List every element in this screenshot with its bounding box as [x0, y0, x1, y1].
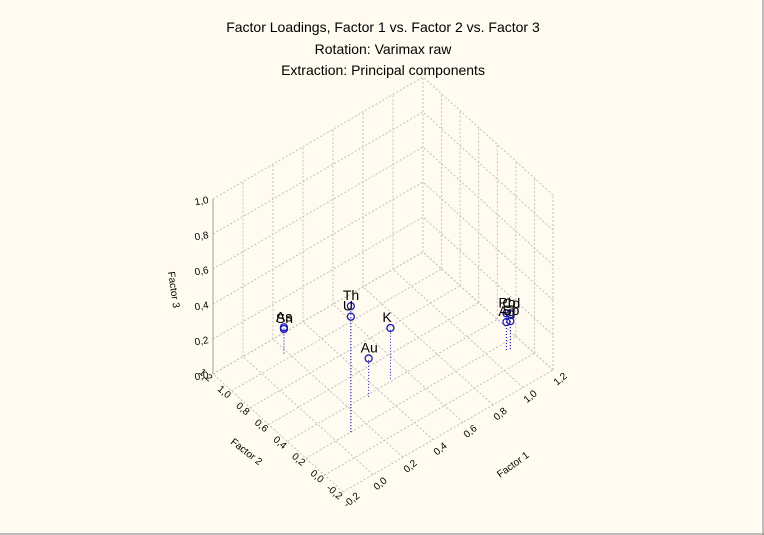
back-wall-gridline [212, 76, 424, 200]
point-marker-th [346, 301, 356, 311]
z-tick-label: 0,8 [194, 230, 210, 243]
side-wall-gridline [422, 216, 554, 336]
floor-gridline [342, 369, 554, 493]
floor-gridline [212, 373, 344, 493]
z-tick-label: 0,0 [194, 370, 210, 383]
point-label-u: U [343, 298, 353, 314]
z-tick-label: 0,6 [194, 265, 210, 278]
side-wall-gridline [422, 146, 554, 266]
grid [212, 76, 554, 493]
floor-gridline [287, 318, 498, 442]
z-axis-label: Factor 3 [165, 271, 181, 309]
point-label-sb: Sb [502, 302, 519, 318]
point-label-k: K [382, 309, 392, 325]
floor-gridline [231, 268, 442, 392]
point-label-sn: Sn [276, 310, 293, 326]
point-marker-sb [506, 317, 515, 326]
back-wall-gridline [212, 251, 424, 375]
floor-gridline [332, 303, 464, 423]
point-marker-k [386, 323, 395, 333]
floor-gridline [268, 302, 479, 426]
drop-lines [283, 306, 511, 433]
floor-gridline [249, 285, 461, 409]
floor-gridline [242, 356, 374, 475]
point-label-th: Th [343, 287, 359, 303]
point-label-cd: Cd [502, 295, 520, 311]
point-marker-ag [502, 317, 511, 327]
back-wall-gridline [212, 146, 424, 270]
floor-gridline [362, 286, 494, 406]
side-wall-gridline [422, 111, 554, 231]
side-wall-gridline [422, 251, 554, 371]
point-label-pb: Pb [498, 294, 515, 310]
floor-gridline [272, 338, 404, 458]
point-marker-u [346, 312, 356, 321]
point-marker-sn [279, 324, 289, 334]
floor-gridline [305, 335, 517, 459]
point-marker-pb [502, 309, 511, 318]
side-wall-gridline [422, 181, 554, 301]
floor-gridline [324, 352, 535, 476]
point-marker-au [364, 354, 373, 363]
z-tick-label: 1,0 [194, 195, 210, 208]
chart-subtitle-extraction: Extraction: Principal components [281, 62, 485, 78]
floor-gridline [302, 321, 434, 441]
point-label-ag: Ag [498, 303, 515, 319]
back-wall-gridline [212, 181, 424, 305]
point-label-au: Au [361, 339, 378, 355]
side-wall-gridline [422, 76, 554, 196]
floor-gridline [392, 269, 524, 388]
back-wall-gridline [212, 216, 424, 340]
z-tick-label: 0,2 [194, 335, 210, 348]
back-wall-gridline [212, 111, 424, 235]
z-tick-label: 0,4 [194, 300, 210, 313]
chart-title: Factor Loadings, Factor 1 vs. Factor 2 v… [226, 19, 540, 35]
chart-subtitle-rotation: Rotation: Varimax raw [315, 41, 453, 57]
point-label-as: As [276, 308, 292, 324]
